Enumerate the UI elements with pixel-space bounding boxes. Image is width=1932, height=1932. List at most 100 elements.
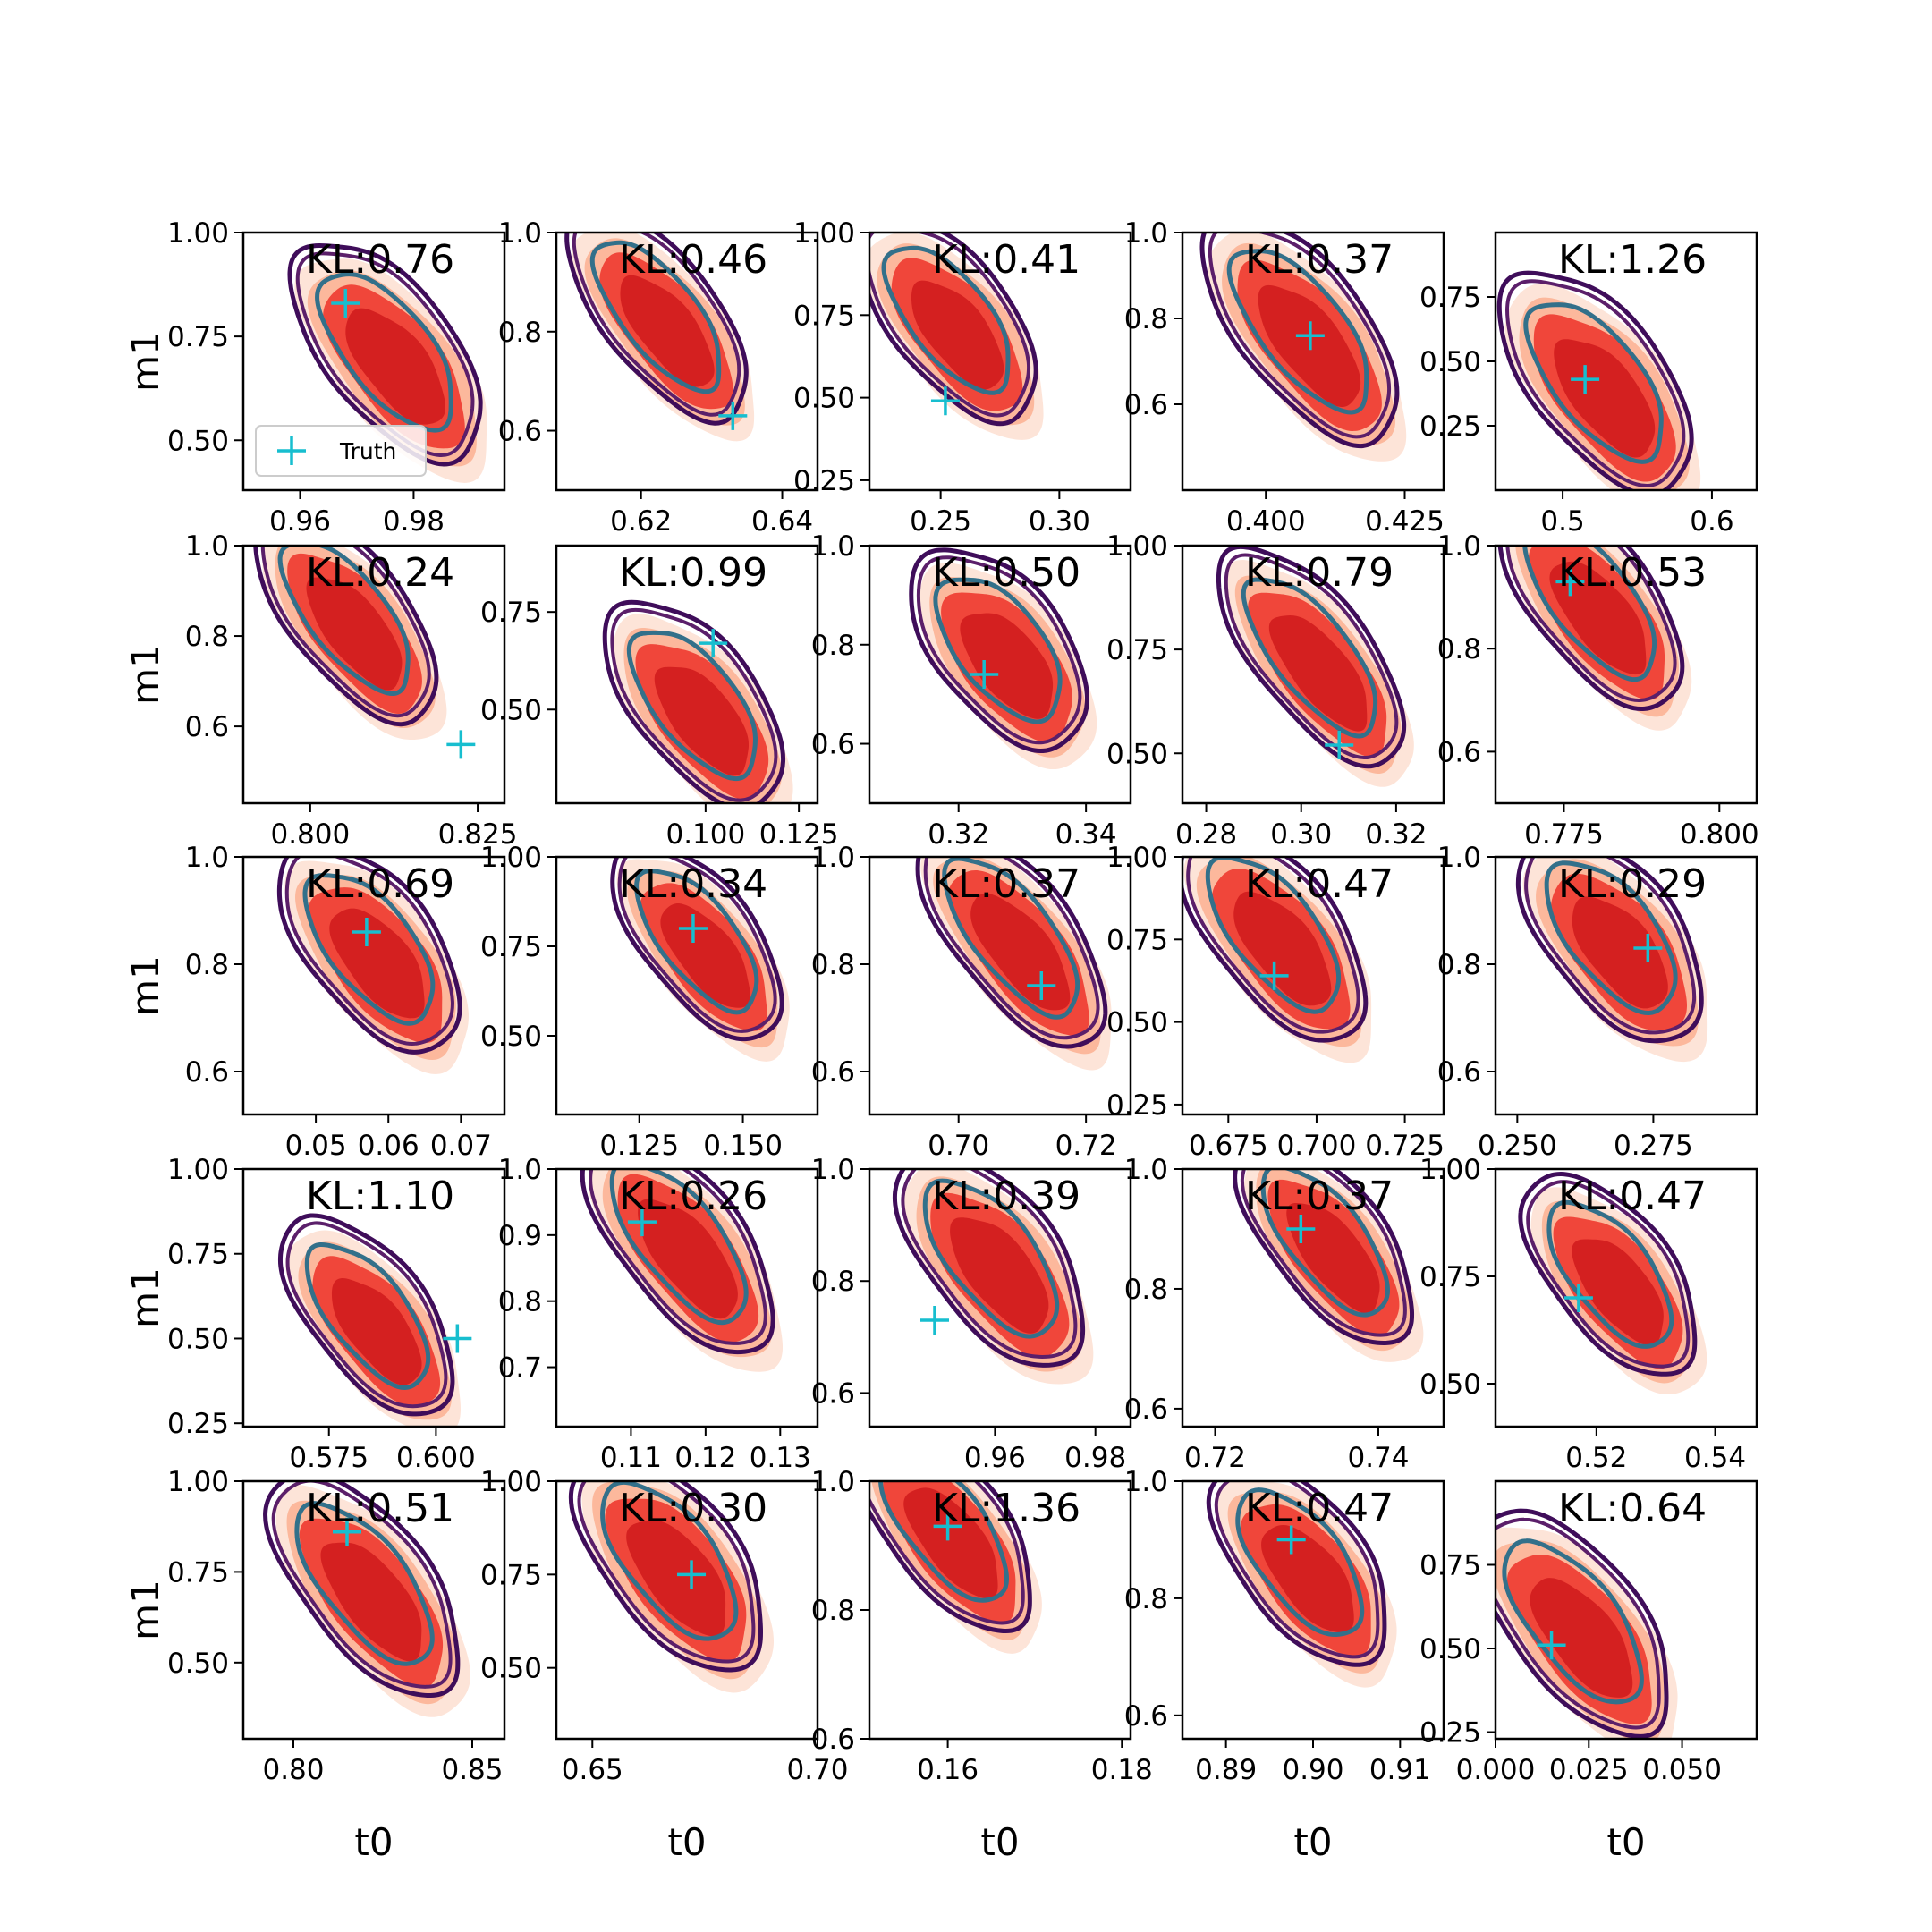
x-tick-label: 0.13 xyxy=(750,1442,811,1474)
y-tick-label: 0.8 xyxy=(1124,1583,1168,1615)
x-tick-label: 0.90 xyxy=(1282,1754,1343,1786)
kl-annotation: KL:0.30 xyxy=(619,1486,767,1531)
truth-marker xyxy=(1259,961,1289,990)
contour-line-inner xyxy=(294,1501,435,1666)
density-fill-3 xyxy=(329,908,425,1019)
subplot-0-2: 0.25 0.30 0.25 0.50 0.75 1.00 KL:0.41 xyxy=(793,217,1132,538)
y-tick-label: 0.50 xyxy=(480,694,542,726)
y-tick-label: 0.8 xyxy=(811,630,855,662)
density-fill-3 xyxy=(345,308,446,425)
contour-line-outer xyxy=(1199,233,1400,449)
y-tick-label: 0.6 xyxy=(498,416,542,448)
x-tick-label: 0.70 xyxy=(786,1754,848,1786)
contour-line-outer xyxy=(1206,1481,1387,1667)
y-tick-label: 1.00 xyxy=(167,1466,229,1498)
y-tick-label: 0.25 xyxy=(793,465,855,497)
subplot-3-4: 0.52 0.54 0.50 0.75 1.00 KL:0.47 xyxy=(1419,1154,1758,1474)
truth-marker xyxy=(1633,934,1663,962)
kl-annotation: KL:0.39 xyxy=(932,1174,1080,1219)
y-tick-label: 0.75 xyxy=(1419,1550,1481,1582)
y-tick-label: 0.75 xyxy=(167,321,229,353)
kl-annotation: KL:0.34 xyxy=(619,861,767,907)
x-tick-label: 0.98 xyxy=(1064,1442,1126,1474)
y-tick-label: 1.0 xyxy=(1437,842,1481,874)
y-tick-label: 0.50 xyxy=(1106,1007,1168,1039)
contour-layer xyxy=(253,546,447,740)
x-tick-label: 0.700 xyxy=(1277,1130,1357,1162)
truth-marker xyxy=(970,660,999,689)
contour-line-outer xyxy=(610,857,784,1042)
y-tick-label: 1.0 xyxy=(811,842,855,874)
x-tick-label: 0.85 xyxy=(441,1754,503,1786)
y-tick-label: 0.75 xyxy=(793,300,855,332)
subplot-2-2: 0.70 0.72 0.6 0.8 1.0 KL:0.37 xyxy=(811,842,1132,1162)
x-axis-label: t0 xyxy=(667,1820,706,1864)
contour-line-mid xyxy=(284,857,454,1046)
x-tick-label: 0.11 xyxy=(600,1442,662,1474)
kl-annotation: KL:0.69 xyxy=(306,861,454,907)
x-tick-label: 0.28 xyxy=(1175,818,1237,851)
contour-layer xyxy=(610,857,790,1062)
contour-line-outer xyxy=(277,1213,455,1417)
x-tick-label: 0.72 xyxy=(1055,1130,1117,1162)
x-tick-label: 0.96 xyxy=(964,1442,1026,1474)
y-tick-label: 0.50 xyxy=(1106,738,1168,770)
subplot-1-3: 0.28 0.30 0.32 0.50 0.75 1.00 KL:0.79 xyxy=(1106,530,1445,851)
contour-line-outer xyxy=(263,1481,461,1699)
y-tick-label: 1.00 xyxy=(1419,1154,1481,1186)
kl-annotation: KL:0.53 xyxy=(1558,550,1707,596)
contour-line-outer xyxy=(564,233,749,426)
subplot-1-2: 0.32 0.34 0.6 0.8 1.0 KL:0.50 xyxy=(811,530,1132,851)
contour-line-outer xyxy=(1496,270,1694,490)
y-axis-label: m1 xyxy=(123,1580,167,1640)
contour-line-mid xyxy=(589,1169,767,1345)
x-tick-label: 0.150 xyxy=(703,1130,783,1162)
y-tick-label: 0.50 xyxy=(1419,346,1481,378)
x-tick-label: 0.25 xyxy=(910,505,971,538)
x-tick-label: 0.675 xyxy=(1189,1130,1268,1162)
contour-line-inner xyxy=(634,869,759,1015)
axes-frame xyxy=(555,1479,819,1741)
axes-frame xyxy=(242,544,506,805)
subplot-4-0: 0.80 0.85 0.50 0.75 1.00 KL:0.51 m1 t0 xyxy=(123,1466,506,1864)
subplot-1-0: 0.800 0.825 0.6 0.8 1.0 KL:0.24 m1 xyxy=(123,530,517,851)
kl-annotation: KL:0.24 xyxy=(306,550,454,596)
y-tick-label: 0.50 xyxy=(480,1021,542,1053)
y-tick-label: 1.0 xyxy=(1437,530,1481,563)
density-fill-3 xyxy=(903,1487,998,1599)
contour-line-mid xyxy=(260,546,431,718)
subplot-4-2: 0.16 0.18 0.6 0.8 1.0 KL:1.36 t0 xyxy=(811,1466,1153,1864)
y-tick-label: 1.00 xyxy=(480,1466,542,1498)
axes-frame xyxy=(242,855,506,1116)
axes-frame xyxy=(868,544,1132,805)
x-tick-label: 0.800 xyxy=(270,818,350,851)
contour-line-inner xyxy=(1226,249,1369,415)
x-tick-label: 0.65 xyxy=(562,1754,623,1786)
x-tick-label: 0.725 xyxy=(1365,1130,1445,1162)
x-tick-label: 0.18 xyxy=(1091,1754,1153,1786)
contour-line-outer xyxy=(1518,1171,1698,1377)
contour-line-mid xyxy=(1186,857,1360,1034)
contour-line-outer xyxy=(276,857,462,1055)
y-axis-label: m1 xyxy=(123,644,167,705)
contour-line-outer xyxy=(909,547,1090,753)
x-tick-label: 0.72 xyxy=(1184,1442,1246,1474)
axes-frame xyxy=(868,855,1132,1116)
kl-annotation: KL:1.36 xyxy=(932,1486,1080,1531)
y-tick-label: 1.0 xyxy=(811,1154,855,1186)
contour-layer xyxy=(909,547,1097,770)
y-tick-label: 0.8 xyxy=(811,1595,855,1627)
truth-marker xyxy=(331,288,360,318)
x-axis-label: t0 xyxy=(1293,1820,1332,1864)
contour-line-mid xyxy=(1505,279,1686,488)
contour-line-mid xyxy=(869,1481,1025,1625)
truth-marker xyxy=(446,730,476,759)
truth-marker xyxy=(699,629,728,658)
y-tick-label: 0.25 xyxy=(1419,1717,1481,1750)
kl-annotation: KL:0.29 xyxy=(1558,861,1707,907)
truth-marker xyxy=(443,1324,472,1353)
axes-frame xyxy=(555,1167,819,1428)
y-axis-label: m1 xyxy=(123,331,167,392)
kl-annotation: KL:0.50 xyxy=(932,550,1080,596)
